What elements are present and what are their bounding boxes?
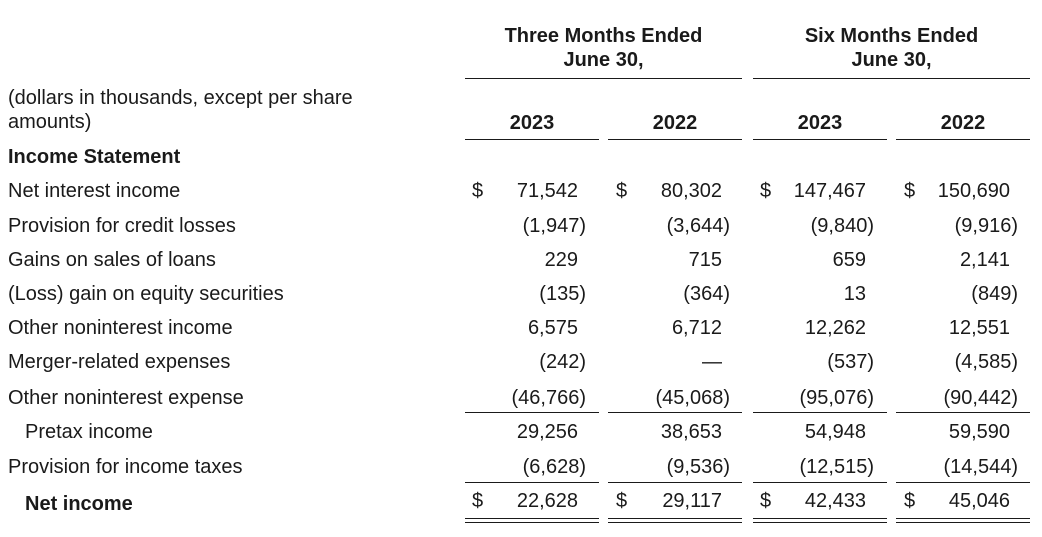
currency-symbol: $	[472, 490, 484, 512]
header-rule-six-months	[753, 78, 1030, 79]
year-header: 2023	[797, 112, 843, 134]
currency-symbol: $	[904, 180, 916, 202]
cell-value: 71,542	[516, 180, 578, 202]
cell-value: (4,585)	[954, 351, 1018, 373]
total-rule	[608, 482, 742, 483]
double-rule	[465, 518, 599, 523]
cell-value: (95,076)	[799, 387, 875, 409]
cell-value: 6,575	[527, 317, 578, 339]
cell-value: 22,628	[516, 490, 578, 512]
row-label-equity-securities: (Loss) gain on equity securities	[8, 283, 284, 305]
subtotal-rule	[896, 412, 1030, 413]
cell-value: 80,302	[660, 180, 722, 202]
cell-value: 715	[688, 249, 722, 271]
cell-value: —	[702, 351, 722, 373]
cell-value: 12,551	[948, 317, 1010, 339]
cell-value: 29,117	[662, 490, 722, 512]
row-label-other-noninterest-income: Other noninterest income	[8, 317, 233, 339]
header-six-months-line2: June 30,	[851, 49, 932, 71]
year-header: 2022	[652, 112, 698, 134]
cell-value: (12,515)	[799, 456, 875, 478]
row-label-pretax-income: Pretax income	[25, 421, 153, 443]
cell-value: (9,536)	[666, 456, 730, 478]
currency-symbol: $	[904, 490, 916, 512]
header-three-months-line1: Three Months Ended	[504, 25, 703, 47]
header-three-months-line2: June 30,	[563, 49, 644, 71]
cell-value: (9,916)	[954, 215, 1018, 237]
cell-value: 59,590	[948, 421, 1010, 443]
year-rule	[753, 139, 887, 140]
cell-value: 38,653	[660, 421, 722, 443]
row-label-other-noninterest-expense: Other noninterest expense	[8, 387, 244, 409]
cell-value: (90,442)	[943, 387, 1019, 409]
currency-symbol: $	[472, 180, 484, 202]
currency-symbol: $	[616, 180, 628, 202]
year-rule	[465, 139, 599, 140]
double-rule	[896, 518, 1030, 523]
units-note: (dollars in thousands, except per share …	[8, 86, 353, 134]
year-header: 2023	[509, 112, 555, 134]
cell-value: 2,141	[959, 249, 1010, 271]
currency-symbol: $	[760, 180, 772, 202]
cell-value: 29,256	[516, 421, 578, 443]
cell-value: (242)	[539, 351, 586, 373]
cell-value: (9,840)	[810, 215, 874, 237]
total-rule	[753, 482, 887, 483]
row-label-gains-sales-loans: Gains on sales of loans	[8, 249, 216, 271]
total-rule	[465, 482, 599, 483]
double-rule	[608, 518, 742, 523]
double-rule	[753, 518, 887, 523]
cell-value: (46,766)	[511, 387, 587, 409]
subtotal-rule	[753, 412, 887, 413]
cell-value: 13	[843, 283, 866, 305]
row-label-net-interest-income: Net interest income	[8, 180, 181, 202]
row-label-merger-expenses: Merger-related expenses	[8, 351, 231, 373]
cell-value: 659	[832, 249, 866, 271]
cell-value: (45,068)	[655, 387, 731, 409]
row-label-income-taxes: Provision for income taxes	[8, 456, 243, 478]
header-six-months-line1: Six Months Ended	[804, 25, 979, 47]
cell-value: (1,947)	[522, 215, 586, 237]
cell-value: 147,467	[793, 180, 866, 202]
cell-value: 54,948	[804, 421, 866, 443]
currency-symbol: $	[760, 490, 772, 512]
total-rule	[896, 482, 1030, 483]
cell-value: (6,628)	[522, 456, 586, 478]
year-rule	[896, 139, 1030, 140]
cell-value: 6,712	[671, 317, 722, 339]
cell-value: 229	[544, 249, 578, 271]
cell-value: 45,046	[948, 490, 1010, 512]
cell-value: 12,262	[804, 317, 866, 339]
row-label-provision-credit-losses: Provision for credit losses	[8, 215, 236, 237]
year-header: 2022	[940, 112, 986, 134]
cell-value: (849)	[971, 283, 1018, 305]
year-rule	[608, 139, 742, 140]
cell-value: (3,644)	[666, 215, 730, 237]
cell-value: 150,690	[937, 180, 1010, 202]
cell-value: (14,544)	[943, 456, 1019, 478]
units-note-line2: amounts)	[8, 111, 92, 133]
subtotal-rule	[465, 412, 599, 413]
section-title: Income Statement	[8, 146, 181, 168]
subtotal-rule	[608, 412, 742, 413]
header-six-months: Six Months Ended June 30,	[753, 24, 1030, 72]
currency-symbol: $	[616, 490, 628, 512]
header-three-months: Three Months Ended June 30,	[465, 24, 742, 72]
cell-value: 42,433	[804, 490, 866, 512]
cell-value: (135)	[539, 283, 586, 305]
header-rule-three-months	[465, 78, 742, 79]
units-note-line1: (dollars in thousands, except per share	[8, 87, 353, 109]
cell-value: (364)	[683, 283, 730, 305]
row-label-net-income: Net income	[25, 493, 133, 515]
cell-value: (537)	[827, 351, 874, 373]
